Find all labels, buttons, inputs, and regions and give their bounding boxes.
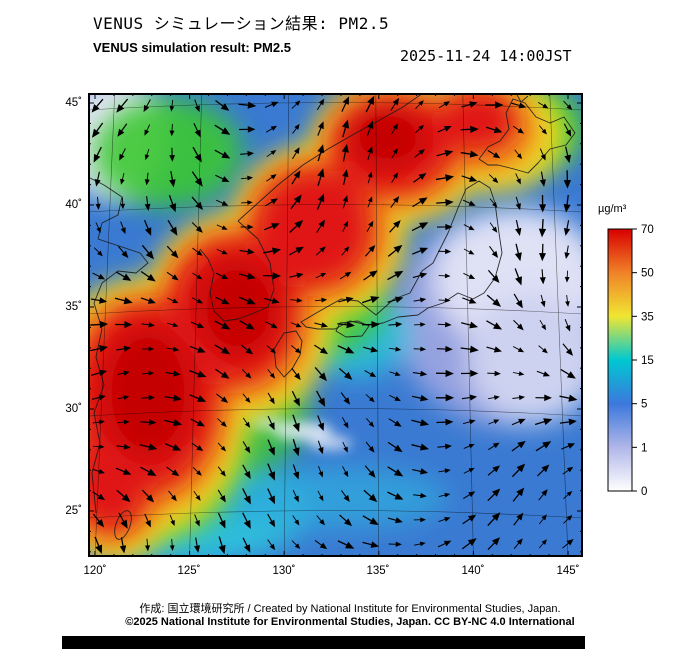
y-tick-label: 30˚	[65, 403, 82, 415]
svg-text:35: 35	[641, 311, 654, 323]
svg-text:1: 1	[641, 442, 647, 454]
coastline-primorye	[237, 93, 424, 222]
x-tick-label: 140˚	[461, 565, 485, 577]
y-tick-label: 40˚	[65, 199, 82, 211]
simulation-map	[88, 93, 583, 557]
coastline-hokkaido	[478, 98, 576, 174]
coastline-korea	[199, 220, 275, 322]
y-tick-label: 35˚	[65, 301, 82, 313]
plot-frame	[88, 93, 583, 557]
svg-text:70: 70	[641, 224, 654, 236]
coastline-taiwan	[114, 510, 132, 540]
svg-text:50: 50	[641, 268, 654, 280]
colorbar-scale: 70 50 35 15 5 1 0	[607, 224, 654, 498]
bottom-black-bar	[62, 636, 585, 649]
copyright-line: ©2025 National Institute for Environment…	[125, 616, 575, 628]
x-tick-label: 130˚	[272, 565, 296, 577]
x-tick-label: 135˚	[366, 565, 390, 577]
x-tick-label: 145˚	[556, 565, 580, 577]
page-title-english: VENUS simulation result: PM2.5	[93, 40, 291, 55]
y-tick-label: 45˚	[65, 97, 82, 109]
svg-text:5: 5	[641, 399, 647, 411]
pm25-heatmap	[88, 93, 583, 557]
svg-text:15: 15	[641, 355, 654, 367]
svg-text:0: 0	[641, 486, 647, 498]
coastline-sakhalin	[515, 93, 529, 103]
colorbar-unit-label: µg/m³	[598, 203, 627, 215]
page-title-japanese: VENUS シミュレーション結果: PM2.5	[93, 14, 390, 33]
wind-vector-arrows	[90, 95, 578, 555]
credit-line: 作成: 国立環境研究所 / Created by National Instit…	[139, 603, 561, 615]
y-tick-label: 25˚	[65, 505, 82, 517]
timestamp: 2025-11-24 14:00JST	[400, 47, 572, 65]
coastline-shikoku	[335, 320, 370, 338]
x-tick-label: 120˚	[83, 565, 107, 577]
coastline-china	[88, 176, 149, 514]
clean-air-streaks	[252, 417, 352, 450]
colorbar: µg/m³ 70 50 35 15 5 1 0	[596, 203, 700, 533]
x-tick-label: 125˚	[177, 565, 201, 577]
